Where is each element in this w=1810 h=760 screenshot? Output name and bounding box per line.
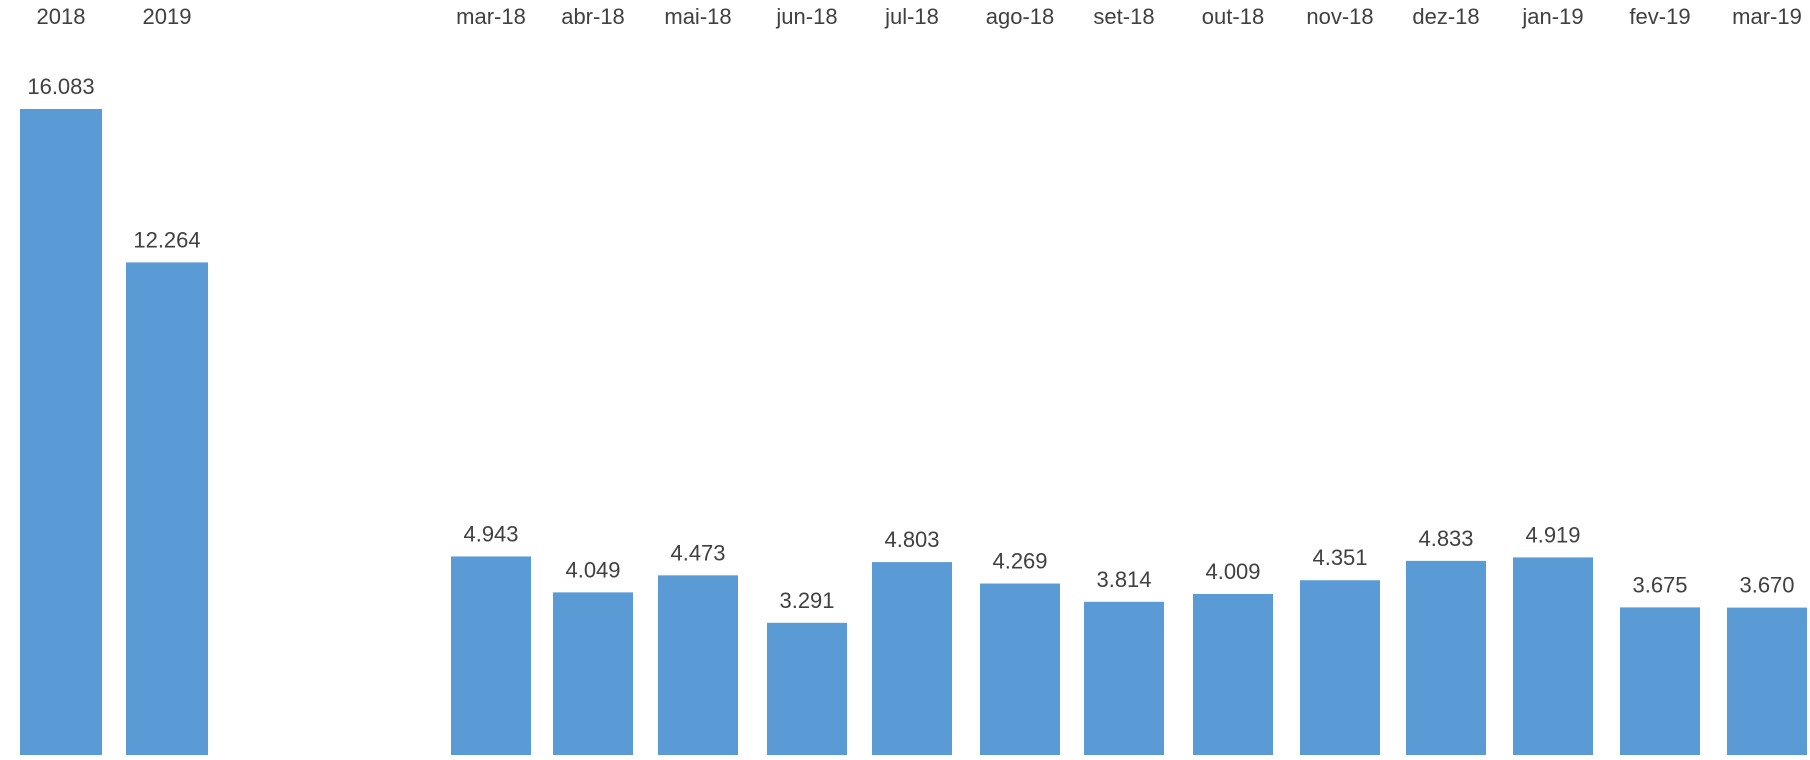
category-label-fev-19: fev-19 <box>1629 4 1690 29</box>
value-label-mar-18: 4.943 <box>463 521 518 546</box>
bar-2018 <box>20 109 102 755</box>
value-label-fev-19: 3.675 <box>1632 572 1687 597</box>
category-label-mar-18: mar-18 <box>456 4 526 29</box>
category-label-2019: 2019 <box>143 4 192 29</box>
bar-abr-18 <box>553 592 633 755</box>
category-label-mai-18: mai-18 <box>664 4 731 29</box>
value-label-jan-19: 4.919 <box>1525 522 1580 547</box>
value-label-nov-18: 4.351 <box>1312 545 1367 570</box>
bar-out-18 <box>1193 593 1273 755</box>
value-label-out-18: 4.009 <box>1205 559 1260 584</box>
value-label-ago-18: 4.269 <box>992 549 1047 574</box>
bar-set-18 <box>1084 601 1164 755</box>
bar-ago-18 <box>980 583 1060 755</box>
bar-nov-18 <box>1300 580 1380 755</box>
category-label-ago-18: ago-18 <box>986 4 1055 29</box>
value-label-abr-18: 4.049 <box>565 557 620 582</box>
bar-jan-19 <box>1513 557 1593 755</box>
category-label-jan-19: jan-19 <box>1521 4 1583 29</box>
bar-mai-18 <box>658 575 738 755</box>
bar-mar-19 <box>1727 607 1807 755</box>
category-label-nov-18: nov-18 <box>1306 4 1373 29</box>
value-label-2018: 16.083 <box>27 74 94 99</box>
value-label-jun-18: 3.291 <box>779 588 834 613</box>
chart-panel-1: 2018 16.083 2019 12.264 <box>20 4 208 755</box>
category-label-out-18: out-18 <box>1202 4 1264 29</box>
category-label-dez-18: dez-18 <box>1412 4 1479 29</box>
bar-jul-18 <box>872 562 952 755</box>
category-label-abr-18: abr-18 <box>561 4 625 29</box>
category-label-jul-18: jul-18 <box>884 4 939 29</box>
category-label-mar-19: mar-19 <box>1732 4 1802 29</box>
value-label-2019: 12.264 <box>133 227 200 252</box>
chart-panel-2: mar-18 4.943 abr-18 4.049 mai-18 4.473 jun-18 3… <box>451 4 1807 755</box>
value-label-mar-19: 3.670 <box>1739 573 1794 598</box>
value-label-dez-18: 4.833 <box>1418 526 1473 551</box>
bar-jun-18 <box>767 622 847 755</box>
value-label-jul-18: 4.803 <box>884 527 939 552</box>
value-label-set-18: 3.814 <box>1096 567 1151 592</box>
category-label-2018: 2018 <box>37 4 86 29</box>
category-label-set-18: set-18 <box>1093 4 1154 29</box>
bar-fev-19 <box>1620 607 1700 755</box>
bar-2019 <box>126 262 208 755</box>
bar-dez-18 <box>1406 560 1486 755</box>
value-label-mai-18: 4.473 <box>670 540 725 565</box>
bar-mar-18 <box>451 556 531 755</box>
category-label-jun-18: jun-18 <box>775 4 837 29</box>
